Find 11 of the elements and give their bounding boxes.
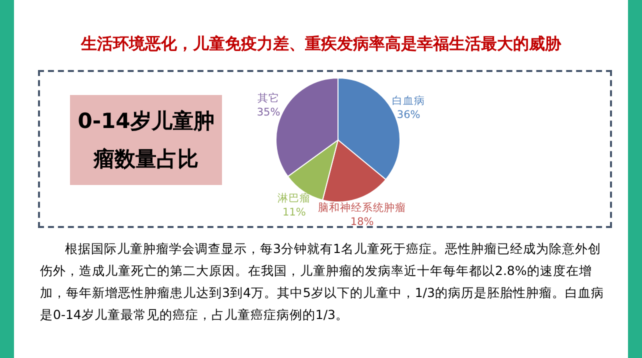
- slice-label: 白血病: [392, 94, 426, 107]
- text: 0-14岁儿童肿瘤数量占比: [70, 95, 222, 185]
- data-label: 35%: [256, 106, 280, 119]
- data-label: 36%: [396, 108, 420, 121]
- slice-label: 淋巴瘤: [278, 192, 311, 205]
- data-label: 18%: [350, 216, 374, 228]
- text: 根据国际儿童肿瘤学会调查显示，每3分钟就有1名儿童死于癌症。恶性肿瘤已经成为除意外创伤外，造成儿童死亡的第二大原因。在我国，儿童肿瘤的发病率近十年每年都以2.8%的速度在增加，每年新增恶性肿瘤患儿达到3到4万。其中5岁以下的儿童中，1/3的病历是胚胎性肿瘤。白血病是0-14岁儿童最常见的癌症，占儿童癌症病例的1/3。: [40, 240, 605, 324]
- chart-subtitle: 生活环境恶化，儿童免疫力差、重疾发病率高是幸福生活最大的威胁: [80, 34, 562, 55]
- data-label: 11%: [282, 206, 306, 219]
- slice-label: 其它: [258, 92, 280, 105]
- slice-label: 脑和神经系统肿瘤: [318, 201, 406, 214]
